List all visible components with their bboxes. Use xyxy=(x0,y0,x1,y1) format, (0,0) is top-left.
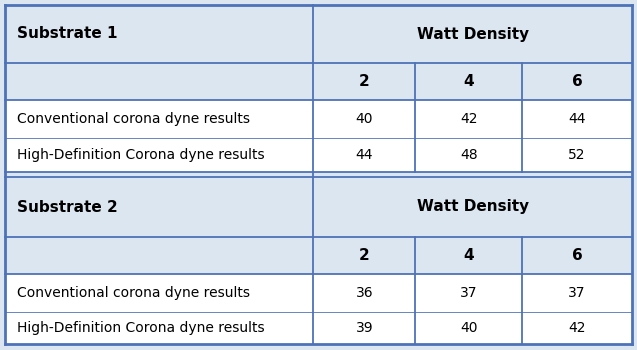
Text: 42: 42 xyxy=(568,321,586,335)
Text: 2: 2 xyxy=(359,74,369,89)
Bar xyxy=(5,100,632,138)
Bar xyxy=(5,177,632,237)
Text: Watt Density: Watt Density xyxy=(417,199,529,215)
Bar xyxy=(5,237,632,274)
Text: 44: 44 xyxy=(568,112,586,126)
Text: 39: 39 xyxy=(355,321,373,335)
Text: 40: 40 xyxy=(355,112,373,126)
Text: 36: 36 xyxy=(355,286,373,300)
Text: 4: 4 xyxy=(464,74,474,89)
Text: 44: 44 xyxy=(355,148,373,162)
Text: 2: 2 xyxy=(359,248,369,263)
Text: 6: 6 xyxy=(572,248,582,263)
Text: 52: 52 xyxy=(568,148,586,162)
Text: 48: 48 xyxy=(460,148,478,162)
Text: 37: 37 xyxy=(568,286,586,300)
Bar xyxy=(5,274,632,312)
Text: 42: 42 xyxy=(460,112,478,126)
Text: Substrate 2: Substrate 2 xyxy=(17,199,117,215)
Text: 6: 6 xyxy=(572,74,582,89)
Text: High-Definition Corona dyne results: High-Definition Corona dyne results xyxy=(17,321,264,335)
Bar xyxy=(5,5,632,63)
Text: Conventional corona dyne results: Conventional corona dyne results xyxy=(17,286,250,300)
Bar xyxy=(5,312,632,344)
Bar xyxy=(5,138,632,172)
Bar xyxy=(5,63,632,100)
Text: Watt Density: Watt Density xyxy=(417,27,529,42)
Text: Substrate 1: Substrate 1 xyxy=(17,27,117,42)
Text: High-Definition Corona dyne results: High-Definition Corona dyne results xyxy=(17,148,264,162)
Text: 40: 40 xyxy=(460,321,478,335)
Text: 4: 4 xyxy=(464,248,474,263)
Text: 37: 37 xyxy=(460,286,478,300)
Text: Conventional corona dyne results: Conventional corona dyne results xyxy=(17,112,250,126)
